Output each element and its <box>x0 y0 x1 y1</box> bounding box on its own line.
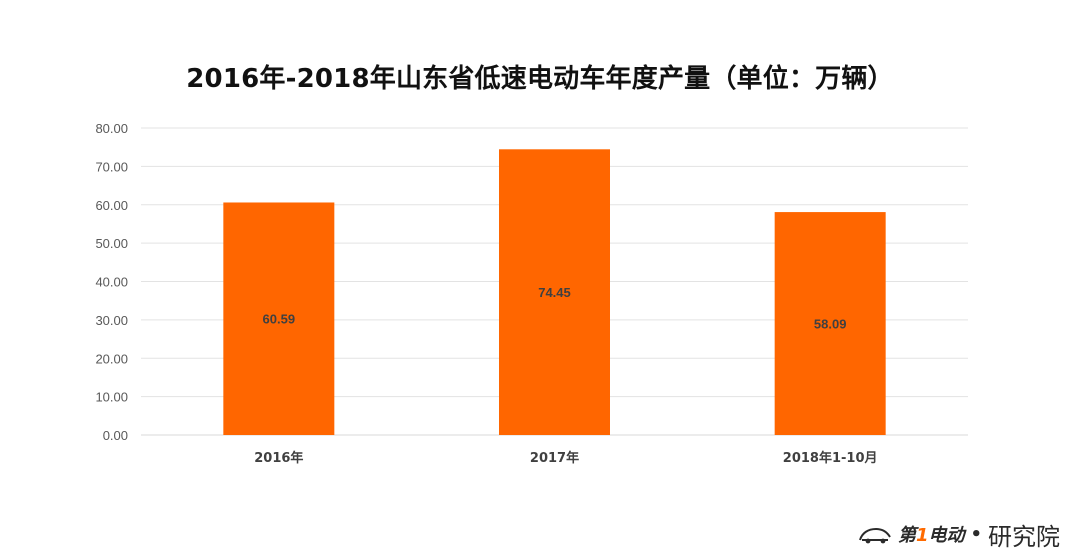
bar <box>223 202 335 435</box>
y-tick-label: 70.00 <box>95 159 128 174</box>
data-label: 74.45 <box>538 285 571 300</box>
chart-title: 2016年-2018年山东省低速电动车年度产量（单位：万辆） <box>186 64 894 94</box>
x-tick-label: 2017年 <box>530 450 579 466</box>
watermark-logo: 第1电动 • 研究院 <box>858 520 1060 548</box>
watermark-brand-one: 1 <box>915 525 929 546</box>
data-label: 60.59 <box>263 312 296 327</box>
y-tick-label: 20.00 <box>95 351 128 366</box>
watermark-brand-prefix: 第 <box>897 525 916 546</box>
car-logo-icon <box>858 527 891 544</box>
y-tick-label: 50.00 <box>95 236 128 251</box>
y-tick-label: 80.00 <box>95 121 128 136</box>
y-tick-label: 10.00 <box>95 390 128 405</box>
watermark-brand: 第1电动 <box>898 521 965 547</box>
bar <box>499 149 610 435</box>
y-tick-label: 30.00 <box>95 313 128 328</box>
watermark-brand-suffix: 电动 <box>928 525 965 546</box>
bar <box>774 212 886 435</box>
y-tick-label: 40.00 <box>95 275 128 290</box>
y-tick-label: 60.00 <box>95 198 128 213</box>
y-tick-label: 0.00 <box>103 428 128 443</box>
watermark-sub: 研究院 <box>988 522 1060 548</box>
x-tick-label: 2016年 <box>254 450 303 466</box>
watermark-separator: • <box>970 523 982 545</box>
x-tick-label: 2018年1-10月 <box>783 450 878 466</box>
data-label: 58.09 <box>814 317 847 332</box>
